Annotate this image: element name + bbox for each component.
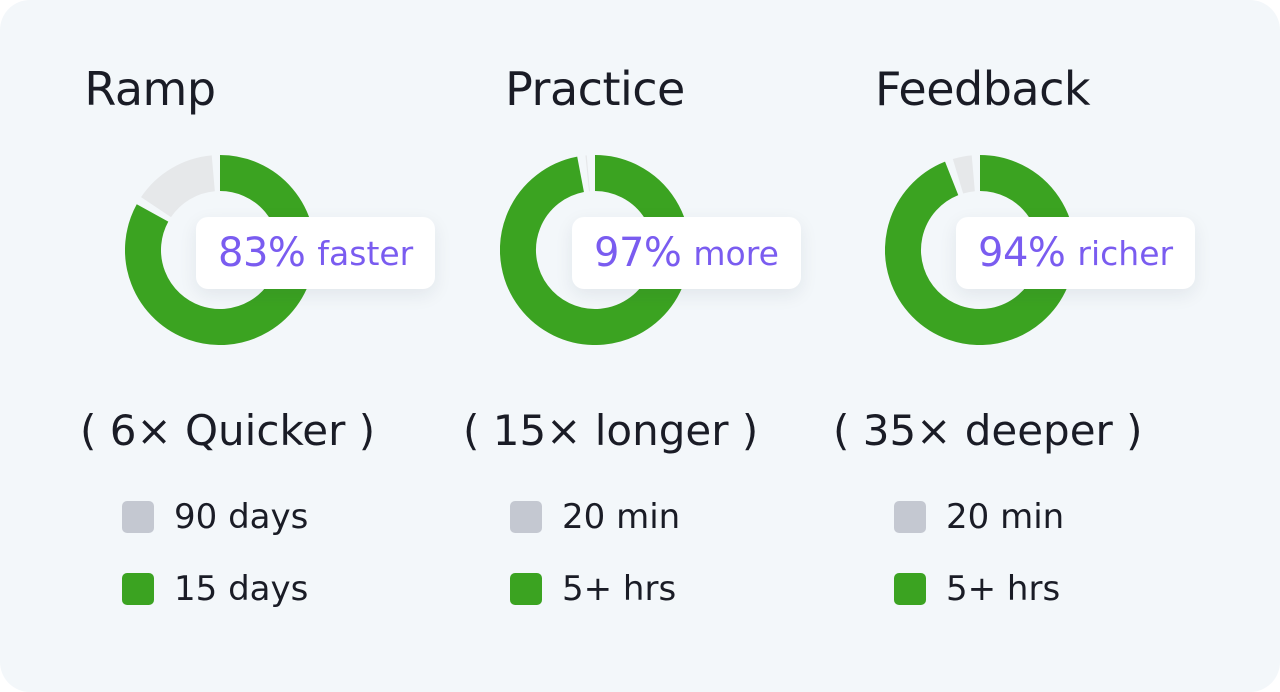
ramp-multiplier: ( 6× Quicker ) (80, 406, 376, 455)
feedback-badge: 94% richer (956, 217, 1196, 289)
practice-title: Practice (505, 62, 685, 116)
feedback-badge-percent: 94% (978, 230, 1066, 276)
ramp-column: Ramp 83% faster ( 6× Quicker ) 90 days 1… (30, 0, 436, 692)
practice-column: Practice 97% more ( 15× longer ) 20 min … (410, 0, 801, 692)
practice-legend-before: 20 min (510, 497, 680, 537)
ramp-donut (125, 155, 315, 345)
practice-badge-word: more (693, 233, 779, 273)
legend-label: 5+ hrs (946, 569, 1061, 609)
practice-donut (500, 155, 690, 345)
legend-swatch-green (122, 573, 154, 605)
legend-swatch-gray (894, 501, 926, 533)
feedback-legend-before: 20 min (894, 497, 1064, 537)
ramp-legend-before: 90 days (122, 497, 308, 537)
donut-slice-15-days (125, 155, 315, 345)
feedback-column: Feedback 94% richer ( 35× deeper ) 20 mi… (790, 0, 1196, 692)
legend-label: 20 min (946, 497, 1065, 537)
feedback-donut (885, 155, 1075, 345)
ramp-badge-word: faster (317, 233, 414, 273)
ramp-title: Ramp (84, 62, 216, 116)
legend-swatch-gray (510, 501, 542, 533)
legend-swatch-green (894, 573, 926, 605)
donut-slice-20-min (952, 155, 976, 194)
feedback-title: Feedback (874, 62, 1091, 116)
legend-swatch-green (510, 573, 542, 605)
legend-label: 20 min (562, 497, 681, 537)
legend-swatch-gray (122, 501, 154, 533)
feedback-legend-after: 5+ hrs (894, 569, 1060, 609)
feedback-multiplier: ( 35× deeper ) (833, 406, 1143, 455)
practice-legend-after: 5+ hrs (510, 569, 676, 609)
practice-badge: 97% more (572, 217, 801, 289)
ramp-badge-percent: 83% (218, 230, 306, 276)
practice-multiplier: ( 15× longer ) (463, 406, 759, 455)
donut-slice-90-days (141, 155, 216, 218)
legend-label: 90 days (174, 497, 309, 537)
ramp-legend-after: 15 days (122, 569, 308, 609)
donut-slice-5-hrs (885, 155, 1075, 345)
feedback-badge-word: richer (1077, 233, 1174, 273)
ramp-badge: 83% faster (196, 217, 436, 289)
legend-label: 5+ hrs (562, 569, 677, 609)
practice-badge-percent: 97% (594, 230, 682, 276)
legend-label: 15 days (174, 569, 309, 609)
donut-slice-5-hrs (500, 155, 690, 345)
